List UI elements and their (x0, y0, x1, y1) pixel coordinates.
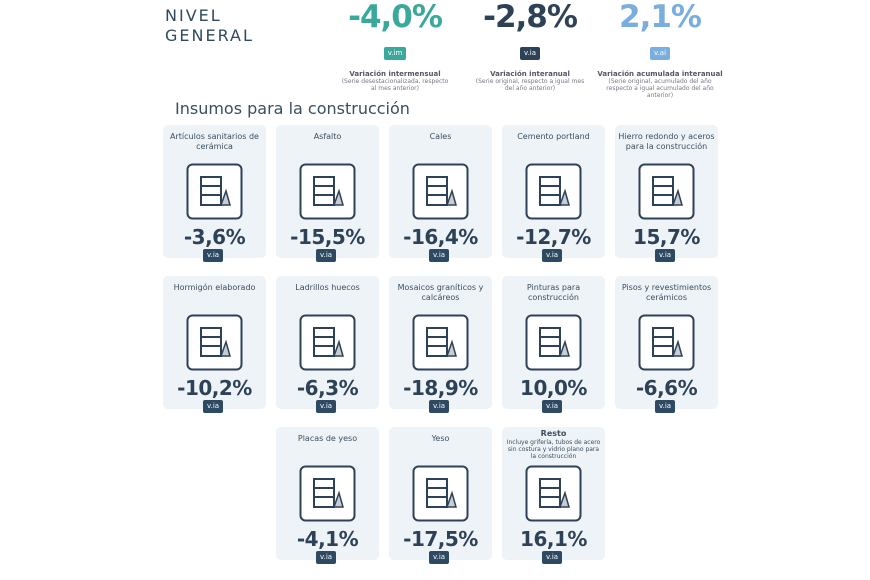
card: Yeso -17,5% v.ia (389, 427, 492, 564)
card-title: Artículos sanitarios de cerámica (170, 132, 259, 151)
indicator-value: -2,8% (483, 0, 578, 35)
badge: v.ia (655, 400, 676, 413)
badge: v.ai (649, 47, 671, 60)
card: Pinturas para construcción 10,0% v.ia (502, 276, 605, 413)
badge: v.im (383, 47, 407, 60)
card: Resto Incluye grifería, tubos de acero si… (502, 427, 605, 564)
badge: v.ia (542, 551, 563, 564)
card-value: 10,0% (520, 376, 587, 400)
card: Ladrillos huecos -6,3% v.ia (276, 276, 379, 413)
icon (186, 163, 243, 220)
card-value: -4,1% (296, 527, 359, 551)
badge: v.ia (316, 249, 337, 262)
card: Cales -16,4% v.ia (389, 125, 492, 262)
card: Hormigón elaborado -10,2% v.ia (163, 276, 266, 413)
card-subtitle: Incluye grifería, tubos de acero sin cos… (506, 439, 601, 460)
card-value: -17,5% (403, 527, 478, 551)
card: Artículos sanitarios de cerámica -3,6% v.i… (163, 125, 266, 262)
level-title: NIVEL GENERAL (165, 6, 254, 46)
section-title: Insumos para la construcción (175, 99, 410, 118)
badge: v.ia (542, 400, 563, 413)
card-value: -12,7% (516, 225, 591, 249)
card-value: -15,5% (290, 225, 365, 249)
indicator-caption: Variación interanual (490, 70, 570, 78)
indicator-note: (Serie original, acumulado del año respe… (606, 78, 714, 99)
card-value: -18,9% (403, 376, 478, 400)
indicator: -2,8% v.ia Variación interanual (Serie orig… (465, 0, 595, 92)
indicator-value: 2,1% (619, 0, 702, 35)
icon (186, 314, 243, 371)
card-title: Pinturas para construcción (526, 283, 581, 302)
card: Pisos y revestimientos cerámicos -6,6% v.i… (615, 276, 718, 413)
badge-wrap: v.ia (465, 40, 595, 60)
card-title: Asfalto (313, 132, 342, 141)
icon (525, 314, 582, 371)
card-title: Hierro redondo y aceros para la construc… (618, 132, 715, 151)
card-title: Yeso (431, 434, 450, 443)
card-title: Resto Incluye grifería, tubos de acero si… (505, 429, 602, 460)
card: Hierro redondo y aceros para la construc… (615, 125, 718, 262)
card-title-text: Resto (540, 429, 567, 438)
badge: v.ia (203, 249, 224, 262)
card-value: -10,2% (177, 376, 252, 400)
icon (638, 163, 695, 220)
card: Asfalto -15,5% v.ia (276, 125, 379, 262)
indicator-value: -4,0% (348, 0, 443, 35)
badge: v.ia (429, 249, 450, 262)
badge-wrap: v.ai (595, 40, 725, 60)
badge: v.ia (316, 400, 337, 413)
card: Cemento portland -12,7% v.ia (502, 125, 605, 262)
card-title: Cales (429, 132, 452, 141)
card: Placas de yeso -4,1% v.ia (276, 427, 379, 564)
card-title: Placas de yeso (297, 434, 358, 443)
card-title: Cemento portland (517, 132, 590, 141)
card-title: Ladrillos huecos (295, 283, 360, 292)
badge: v.ia (316, 551, 337, 564)
icon (412, 314, 469, 371)
title-line: GENERAL (165, 26, 254, 45)
badge: v.ia (655, 249, 676, 262)
icon (525, 465, 582, 522)
badge: v.ia (429, 551, 450, 564)
card-value: -6,3% (296, 376, 359, 400)
indicator-note: (Serie desestacionalizada, respecto al m… (341, 78, 449, 92)
title-line: NIVEL (165, 6, 222, 25)
icon (299, 314, 356, 371)
indicator-note: (Serie original, respecto a igual mes de… (475, 78, 585, 92)
indicator: -4,0% v.im Variación intermensual (Serie de… (330, 0, 460, 92)
card-value: 16,1% (520, 527, 587, 551)
icon (299, 163, 356, 220)
icon (525, 163, 582, 220)
badge: v.ia (203, 400, 224, 413)
badge-wrap: v.im (330, 40, 460, 60)
card-value: 15,7% (633, 225, 700, 249)
badge: v.ia (429, 400, 450, 413)
card-title: Hormigón elaborado (173, 283, 256, 292)
card-value: -16,4% (403, 225, 478, 249)
card-value: -3,6% (183, 225, 246, 249)
card-title: Mosaicos graníticos y calcáreos (397, 283, 484, 302)
card-value: -6,6% (635, 376, 698, 400)
icon (299, 465, 356, 522)
card: Mosaicos graníticos y calcáreos -18,9% v.i… (389, 276, 492, 413)
card-title: Pisos y revestimientos cerámicos (621, 283, 712, 302)
icon (638, 314, 695, 371)
icon (412, 465, 469, 522)
indicator: 2,1% v.ai Variación acumulada interanual (S… (595, 0, 725, 99)
badge: v.ia (542, 249, 563, 262)
badge: v.ia (519, 47, 541, 60)
icon (412, 163, 469, 220)
indicator-caption: Variación acumulada interanual (597, 70, 723, 78)
indicator-caption: Variación intermensual (349, 70, 441, 78)
